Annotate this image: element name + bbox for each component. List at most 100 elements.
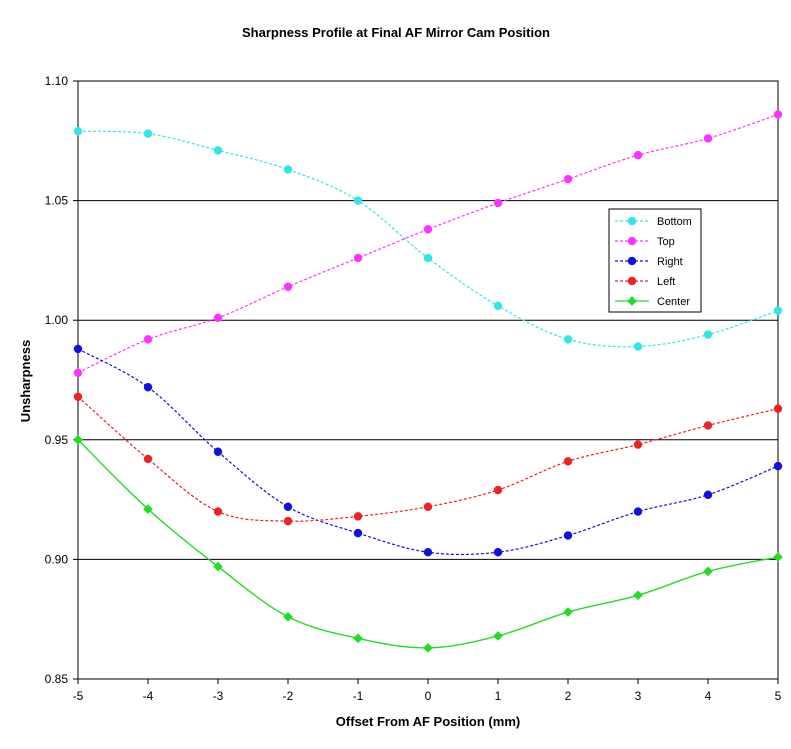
data-point-bottom [143, 129, 153, 138]
data-point-bottom [633, 342, 643, 351]
legend-item-top: Top [615, 236, 675, 248]
data-point-left [423, 502, 433, 512]
data-point-left [493, 485, 503, 495]
legend-swatch-marker [627, 256, 637, 266]
gridlines [78, 200, 778, 560]
data-point-center [283, 611, 293, 622]
legend-swatch-marker [627, 236, 637, 246]
legend-swatch-marker [627, 296, 637, 306]
y-tick-label: 0.90 [45, 552, 69, 566]
data-point-right [283, 502, 293, 512]
data-point-top [423, 225, 433, 234]
x-tick-label: 4 [705, 689, 712, 703]
data-point-bottom [493, 301, 503, 311]
x-tick-label: -3 [213, 689, 224, 703]
y-tick-label: 1.10 [45, 74, 69, 88]
data-point-center [563, 607, 573, 617]
data-point-center [143, 504, 153, 515]
data-point-right [423, 547, 433, 557]
data-point-right [773, 461, 783, 471]
data-point-left [773, 404, 783, 413]
data-point-top [353, 253, 363, 263]
legend-item-bottom: Bottom [615, 216, 692, 228]
data-point-left [213, 507, 223, 516]
data-point-left [703, 421, 713, 430]
series-line-right [77, 348, 779, 556]
data-point-right [563, 531, 573, 540]
x-tick-label: -2 [283, 689, 294, 703]
data-point-right [213, 447, 223, 457]
series-line-top [77, 113, 779, 374]
y-tick-label: 0.95 [45, 433, 69, 447]
data-point-left [633, 440, 643, 449]
legend-label: Center [657, 296, 690, 308]
series-group [73, 110, 783, 653]
legend-swatch-marker [627, 216, 637, 226]
legend-item-right: Right [615, 256, 683, 268]
data-point-center [423, 642, 433, 653]
data-point-top [563, 174, 573, 184]
data-point-center [213, 561, 223, 572]
series-bottom [73, 126, 783, 351]
data-point-bottom [703, 330, 713, 339]
legend-label: Right [657, 256, 683, 268]
x-tick-label: -4 [143, 689, 154, 703]
data-point-bottom [563, 335, 573, 344]
data-point-top [773, 110, 783, 119]
axis-ticks: 0.85 0.90 0.95 1.00 1.05 1.10 -5 -4 -3 -2 -1 0 1 2 3 4 5 [45, 74, 782, 703]
series-line-center [77, 439, 779, 649]
data-point-center [773, 552, 783, 562]
data-point-right [703, 490, 713, 500]
data-point-left [143, 454, 153, 464]
legend: Bottom Top Right Left Center [608, 208, 702, 313]
data-point-top [213, 313, 223, 323]
x-tick-label: 5 [775, 689, 782, 703]
y-tick-label: 0.85 [45, 672, 69, 686]
legend-label: Bottom [657, 216, 692, 228]
data-point-right [143, 382, 153, 392]
data-point-center [703, 566, 713, 577]
legend-item-left: Left [615, 276, 675, 288]
x-tick-label: 2 [565, 689, 572, 703]
x-tick-label: 0 [425, 689, 432, 703]
data-point-bottom [283, 165, 293, 174]
series-right [73, 344, 783, 557]
data-point-left [353, 512, 363, 521]
data-point-top [73, 368, 83, 378]
x-tick-label: 1 [495, 689, 502, 703]
y-tick-label: 1.00 [45, 313, 69, 327]
legend-item-center: Center [615, 296, 690, 308]
data-point-top [703, 134, 713, 143]
data-point-center [73, 434, 83, 445]
series-left [73, 392, 783, 526]
data-point-right [493, 547, 503, 557]
x-axis-title: Offset From AF Position (mm) [336, 714, 520, 729]
legend-swatch-marker [627, 276, 637, 286]
data-point-bottom [353, 196, 363, 205]
data-point-top [493, 198, 503, 208]
data-point-top [283, 282, 293, 291]
data-point-left [563, 457, 573, 466]
data-point-right [353, 528, 363, 538]
x-tick-label: -1 [353, 689, 364, 703]
plot-area-frame [77, 80, 779, 680]
y-tick-label: 1.05 [45, 194, 69, 208]
x-tick-label: -5 [73, 689, 84, 703]
series-top [73, 110, 783, 378]
y-axis-title: Unsharpness [18, 340, 33, 422]
legend-label: Top [657, 236, 675, 248]
data-point-top [143, 335, 153, 344]
x-tick-label: 3 [635, 689, 642, 703]
data-point-center [633, 590, 643, 601]
data-point-left [73, 392, 83, 401]
data-point-bottom [773, 306, 783, 315]
data-point-left [283, 516, 293, 526]
data-point-bottom [423, 253, 433, 263]
data-point-bottom [213, 146, 223, 155]
data-point-center [493, 630, 503, 641]
data-point-center [353, 633, 363, 644]
data-point-bottom [73, 126, 83, 136]
legend-box [608, 208, 702, 313]
chart-title: Sharpness Profile at Final AF Mirror Cam… [242, 25, 550, 40]
